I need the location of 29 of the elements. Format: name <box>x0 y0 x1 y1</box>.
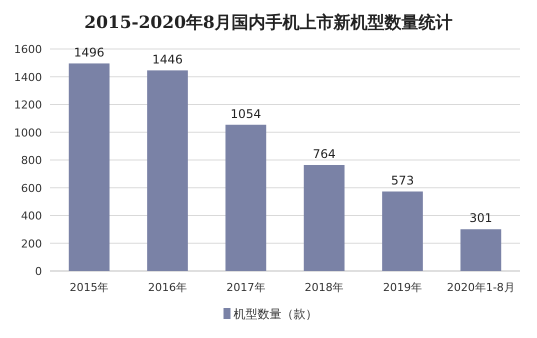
x-tick-label: 2019年 <box>383 281 422 294</box>
chart-title: 2015-2020年8月国内手机上市新机型数量统计 <box>84 13 453 33</box>
bar <box>460 229 502 271</box>
y-tick-label: 1000 <box>14 126 42 140</box>
legend-label: 机型数量（款） <box>234 307 318 321</box>
bar <box>382 191 423 271</box>
data-label: 1054 <box>230 106 262 121</box>
x-tick-label: 2016年 <box>148 281 187 294</box>
y-tick-label: 200 <box>21 237 42 250</box>
y-tick-label: 0 <box>35 265 42 278</box>
y-tick-label: 1600 <box>14 43 42 56</box>
bar <box>225 124 266 271</box>
bar <box>68 63 110 271</box>
data-label: 573 <box>391 173 414 188</box>
x-tick-label: 2015年 <box>70 281 109 294</box>
bar <box>147 70 188 271</box>
y-tick-label: 400 <box>21 210 42 222</box>
x-tick-label: 2018年 <box>304 281 344 294</box>
data-label: 301 <box>469 211 492 226</box>
y-tick-label: 800 <box>21 154 42 167</box>
data-label: 1496 <box>74 45 104 60</box>
bar <box>304 164 345 271</box>
x-tick-label: 2020年1-8月 <box>446 281 515 294</box>
x-tick-label: 2017年 <box>226 281 266 294</box>
y-tick-label: 600 <box>21 182 42 195</box>
data-label: 1446 <box>152 52 183 66</box>
y-tick-label: 1200 <box>14 98 42 112</box>
y-tick-label: 1400 <box>14 70 42 84</box>
data-label: 764 <box>312 146 336 161</box>
